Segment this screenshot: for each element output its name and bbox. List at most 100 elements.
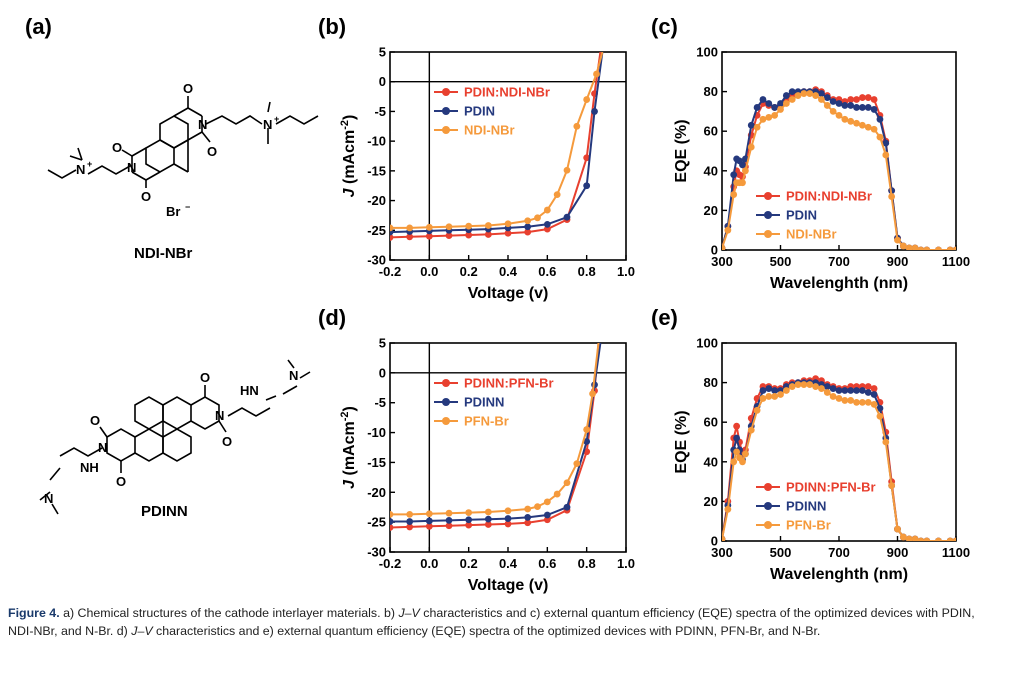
data-point	[730, 171, 738, 179]
legend-marker	[764, 521, 772, 529]
x-axis-label: Wavelenghth (nm)	[770, 275, 908, 292]
data-point	[794, 381, 802, 388]
data-point	[722, 244, 726, 250]
data-point	[835, 387, 843, 394]
data-point	[847, 102, 855, 109]
legend-marker	[764, 192, 772, 200]
figure-caption: Figure 4. a) Chemical structures of the …	[8, 604, 1002, 640]
data-point	[445, 232, 453, 240]
data-point	[888, 193, 896, 200]
y-tick-label: -5	[374, 395, 386, 410]
data-point	[573, 460, 581, 468]
data-point	[782, 387, 790, 394]
data-point	[911, 244, 919, 250]
data-point	[589, 390, 596, 398]
data-point	[864, 123, 872, 131]
pdinn-atom-o4: O	[116, 474, 126, 489]
y-label-j: J	[341, 184, 358, 197]
panel-letter-b: (b)	[318, 14, 346, 39]
data-point	[917, 246, 925, 250]
data-point	[905, 535, 913, 541]
eqe-chart-e: 300 500 700 900 1100 0 20 40 60 80 100 Wavelenghth …	[673, 336, 970, 584]
data-point	[742, 450, 749, 458]
pdinn-atom-n1: N	[215, 408, 224, 423]
data-point	[543, 498, 551, 506]
data-point	[800, 381, 808, 388]
legend-label: PDINN:PFN-Br	[464, 376, 554, 391]
x-tick-label: 1.0	[617, 264, 635, 279]
data-point	[747, 121, 755, 129]
data-point	[484, 515, 492, 523]
data-point	[484, 508, 492, 516]
data-point	[543, 225, 551, 233]
data-point	[800, 90, 808, 97]
jv-chart-b: -0.2 0.0 0.2 0.4 0.6 0.8 1.0 5 0 -5 -10 -15 -20 -25 -3…	[339, 45, 635, 303]
plot-frame-c	[721, 51, 957, 251]
legend-label: PFN-Br	[464, 414, 509, 429]
data-point	[406, 518, 414, 525]
legend-marker	[442, 88, 450, 96]
y-tick-label: -15	[367, 455, 386, 470]
data-point	[524, 513, 532, 521]
y-tick-label: 100	[696, 336, 718, 351]
y-tick-label: -25	[367, 515, 386, 530]
pdinn-structure	[39, 359, 311, 515]
data-point	[835, 395, 843, 402]
y-tick-label: -15	[367, 163, 386, 178]
data-point	[823, 102, 831, 109]
data-point	[445, 223, 453, 231]
y-label-unit: (mAcm	[341, 130, 358, 184]
x-tick-label: 900	[887, 545, 909, 560]
data-point	[465, 231, 473, 239]
panel-letter-c: (c)	[651, 14, 678, 39]
ndi-n4-charge: +	[87, 159, 92, 169]
data-point	[722, 535, 726, 541]
data-point	[534, 214, 541, 222]
data-point	[952, 246, 956, 250]
panel-letter-e: (e)	[651, 305, 678, 330]
ndi-nbr-structure	[47, 96, 319, 188]
data-point	[823, 389, 831, 396]
x-tick-label: 900	[887, 254, 909, 269]
data-point	[888, 482, 896, 489]
series-group-b	[390, 52, 604, 241]
ndi-nbr-name: NDI-NBr	[134, 245, 192, 262]
x-tick-label: 0.8	[578, 556, 596, 571]
data-point	[406, 510, 414, 518]
data-point	[504, 229, 512, 237]
data-point	[847, 397, 855, 404]
legend-label: PFN-Br	[786, 518, 831, 533]
data-point	[759, 115, 767, 123]
x-tick-label: 300	[711, 545, 733, 560]
legend-marker	[442, 107, 450, 115]
data-point	[829, 98, 837, 105]
data-point	[859, 399, 866, 406]
data-point	[853, 96, 860, 103]
data-point	[543, 516, 551, 524]
x-tick-label: 0.2	[460, 264, 478, 279]
data-point	[445, 522, 453, 530]
data-point	[870, 391, 878, 398]
data-point	[823, 383, 831, 390]
data-point	[583, 426, 591, 433]
series-line-PDIN:NDI-NBr	[390, 52, 602, 239]
data-point	[782, 92, 790, 99]
y-tick-label: 0	[711, 243, 718, 258]
data-point	[593, 70, 600, 78]
data-point	[406, 233, 414, 241]
ndi-atom-n2: N	[127, 160, 136, 175]
data-point	[484, 231, 492, 238]
legend-label: PDIN:NDI-NBr	[464, 85, 550, 100]
data-point	[504, 507, 512, 515]
data-point	[771, 111, 779, 119]
x-tick-label: 1100	[942, 254, 970, 269]
data-point	[591, 108, 598, 115]
legend-marker	[442, 379, 450, 387]
data-point	[730, 458, 738, 466]
data-point	[759, 395, 767, 402]
data-point	[739, 161, 746, 169]
y-tick-label: 0	[379, 74, 386, 89]
y-tick-label: 40	[704, 454, 718, 469]
data-point	[765, 393, 773, 400]
caption-jv2: J–V	[131, 624, 153, 638]
